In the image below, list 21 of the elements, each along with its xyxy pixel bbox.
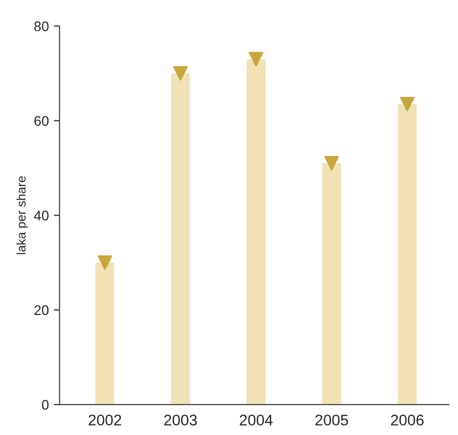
bar <box>171 73 190 405</box>
point <box>173 66 188 81</box>
bar <box>398 104 417 405</box>
bar <box>95 262 114 405</box>
y-tick-label: 80 <box>34 21 49 32</box>
point <box>324 156 339 171</box>
y-axis-title: laka per share <box>16 176 28 254</box>
x-tick-label: 2005 <box>315 414 348 426</box>
point <box>400 96 415 112</box>
y-tick-label: 20 <box>34 305 49 316</box>
bar <box>322 163 342 405</box>
point <box>248 52 264 66</box>
x-tick-label: 2003 <box>164 414 197 426</box>
y-tick-label: 40 <box>34 210 49 220</box>
point <box>98 255 112 270</box>
x-tick-label: 2006 <box>391 414 424 426</box>
y-tick-label: 0 <box>42 400 49 410</box>
bar <box>246 59 266 405</box>
y-tick-label: 60 <box>34 116 49 126</box>
x-tick-label: 2004 <box>240 414 273 426</box>
x-tick-label: 2002 <box>88 414 122 426</box>
